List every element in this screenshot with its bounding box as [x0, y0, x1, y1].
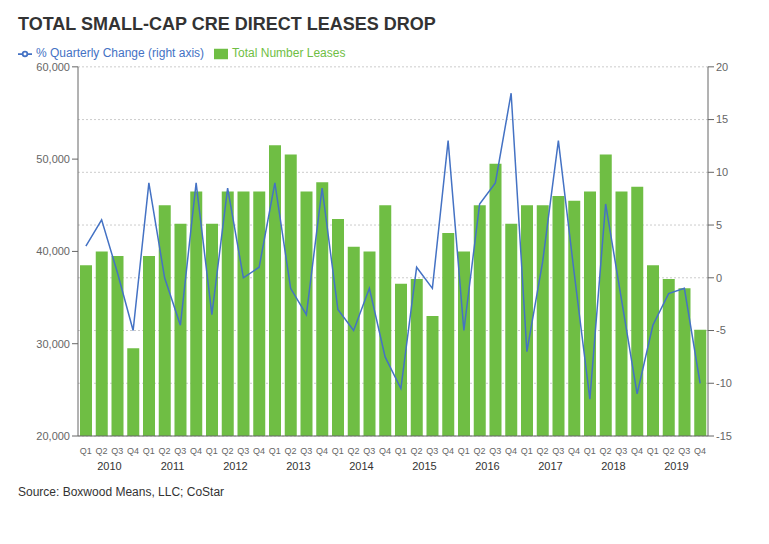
- svg-text:Q1: Q1: [332, 446, 344, 456]
- svg-text:Q4: Q4: [253, 446, 265, 456]
- svg-text:Q2: Q2: [222, 446, 234, 456]
- svg-text:2015: 2015: [412, 460, 436, 472]
- svg-text:Q1: Q1: [647, 446, 659, 456]
- svg-text:2012: 2012: [223, 460, 247, 472]
- svg-text:Q4: Q4: [190, 446, 202, 456]
- svg-text:Q3: Q3: [615, 446, 627, 456]
- svg-text:20,000: 20,000: [36, 430, 70, 442]
- svg-text:Q3: Q3: [363, 446, 375, 456]
- html-text:TOTAL SMALL-CAP CRE DIRECT LEA: TOTAL SMALL-CAP CRE DIRECT LEASES DROP: [18, 14, 436, 34]
- svg-text:2010: 2010: [97, 460, 121, 472]
- svg-text:15: 15: [716, 113, 728, 125]
- html-text:% Quarterly Change (right axis: % Quarterly Change (right axis): [36, 46, 205, 60]
- svg-text:Q2: Q2: [285, 446, 297, 456]
- svg-text:Q4: Q4: [316, 446, 328, 456]
- svg-text:Q3: Q3: [552, 446, 564, 456]
- svg-text:60,000: 60,000: [36, 61, 70, 73]
- svg-text:Q2: Q2: [411, 446, 423, 456]
- svg-text:Q3: Q3: [489, 446, 501, 456]
- svg-text:0: 0: [716, 272, 722, 284]
- html-text:Total Number Leases: Total Number Leases: [232, 46, 346, 60]
- svg-text:50,000: 50,000: [36, 153, 70, 165]
- svg-text:2013: 2013: [286, 460, 310, 472]
- svg-text:Q2: Q2: [474, 446, 486, 456]
- svg-text:2014: 2014: [349, 460, 373, 472]
- svg-text:Q3: Q3: [174, 446, 186, 456]
- svg-text:Q3: Q3: [678, 446, 690, 456]
- svg-text:5: 5: [716, 219, 722, 231]
- svg-text:Q4: Q4: [379, 446, 391, 456]
- svg-text:Q3: Q3: [300, 446, 312, 456]
- svg-text:Q4: Q4: [631, 446, 643, 456]
- svg-text:Q1: Q1: [458, 446, 470, 456]
- svg-text:Q1: Q1: [80, 446, 92, 456]
- svg-text:Q4: Q4: [694, 446, 706, 456]
- svg-text:Q4: Q4: [568, 446, 580, 456]
- svg-text:Q2: Q2: [663, 446, 675, 456]
- svg-text:Q3: Q3: [237, 446, 249, 456]
- svg-text:10: 10: [716, 166, 728, 178]
- svg-text:Q1: Q1: [584, 446, 596, 456]
- svg-text:20: 20: [716, 61, 728, 73]
- svg-text:30,000: 30,000: [36, 338, 70, 350]
- svg-text:2011: 2011: [161, 460, 185, 472]
- svg-text:Q2: Q2: [537, 446, 549, 456]
- svg-text:Q2: Q2: [348, 446, 360, 456]
- svg-text:Q1: Q1: [521, 446, 533, 456]
- svg-text:Q4: Q4: [442, 446, 454, 456]
- svg-text:Q1: Q1: [143, 446, 155, 456]
- svg-text:Q3: Q3: [111, 446, 123, 456]
- svg-text:Q2: Q2: [159, 446, 171, 456]
- svg-text:Q4: Q4: [127, 446, 139, 456]
- svg-text:2019: 2019: [664, 460, 688, 472]
- svg-text:Q3: Q3: [426, 446, 438, 456]
- svg-text:40,000: 40,000: [36, 245, 70, 257]
- svg-text:-10: -10: [716, 377, 732, 389]
- svg-text:2018: 2018: [601, 460, 625, 472]
- svg-text:2017: 2017: [538, 460, 562, 472]
- svg-text:-5: -5: [716, 324, 726, 336]
- svg-text:Q2: Q2: [96, 446, 108, 456]
- svg-text:-15: -15: [716, 430, 732, 442]
- svg-text:Q1: Q1: [395, 446, 407, 456]
- svg-text:Q2: Q2: [600, 446, 612, 456]
- svg-text:Q1: Q1: [206, 446, 218, 456]
- html-text:Source: Boxwood Means, LLC; Co: Source: Boxwood Means, LLC; CoStar: [18, 485, 225, 499]
- svg-text:Q4: Q4: [505, 446, 517, 456]
- svg-text:2016: 2016: [475, 460, 499, 472]
- svg-text:Q1: Q1: [269, 446, 281, 456]
